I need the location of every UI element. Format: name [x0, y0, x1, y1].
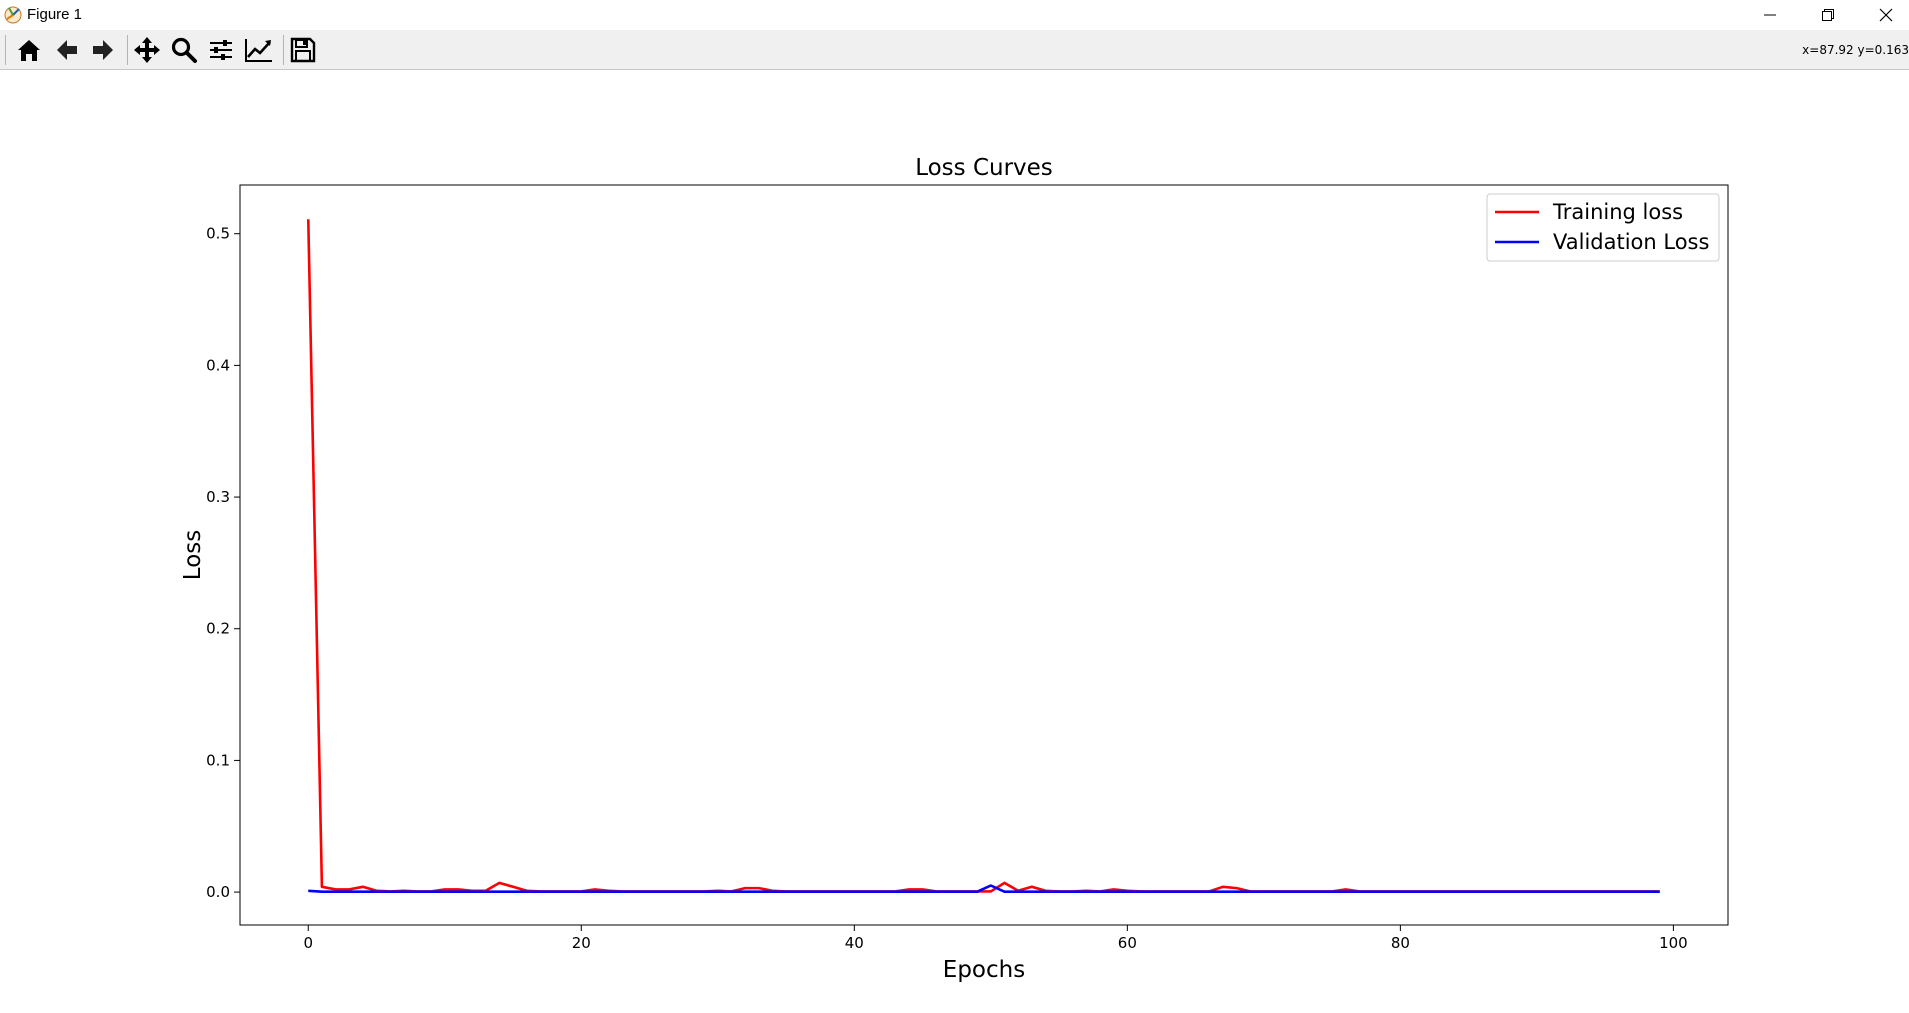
y-tick-label: 0.4: [206, 356, 230, 374]
x-tick-label: 20: [572, 934, 591, 952]
move-icon: [134, 37, 160, 63]
edit-axes-button[interactable]: [243, 34, 275, 66]
y-tick-label: 0.0: [206, 883, 230, 901]
figure-canvas[interactable]: Loss Curves 0 20 40 60 80 100 0.0 0.1 0.2 0.3 0.4 0.…: [0, 70, 1909, 1013]
floppy-disk-icon: [290, 37, 316, 63]
zoom-button[interactable]: [168, 34, 200, 66]
toolbar-separator: [283, 35, 284, 65]
x-tick-label: 40: [845, 934, 864, 952]
y-tick-label: 0.2: [206, 620, 230, 638]
home-icon: [18, 40, 40, 61]
toolbar-separator: [127, 35, 128, 65]
line-chart-icon: [245, 39, 272, 62]
axes-frame: [239, 184, 1729, 926]
training-loss-line: [306, 219, 1660, 893]
toolbar-separator: [5, 35, 6, 65]
window-titlebar: Figure 1: [0, 0, 1909, 30]
magnifier-icon: [171, 37, 197, 63]
close-button[interactable]: [1857, 0, 1909, 30]
save-button[interactable]: [287, 34, 319, 66]
sliders-icon: [210, 40, 232, 60]
x-tick-label: 80: [1391, 934, 1410, 952]
matplotlib-icon: [3, 5, 23, 25]
navigation-toolbar: x=87.92 y=0.163: [0, 30, 1909, 70]
minimize-button[interactable]: [1741, 0, 1799, 30]
cursor-coordinates: x=87.92 y=0.163: [1802, 43, 1909, 57]
pan-button[interactable]: [131, 34, 163, 66]
window-title: Figure 1: [27, 6, 83, 23]
legend-training-label: Training loss: [1552, 200, 1683, 224]
y-tick-label: 0.1: [206, 751, 230, 769]
legend-validation-label: Validation Loss: [1553, 230, 1709, 254]
y-tick-label: 0.5: [206, 225, 230, 243]
back-button[interactable]: [51, 34, 83, 66]
restore-button[interactable]: [1799, 0, 1857, 30]
restore-icon: [1822, 9, 1834, 21]
minimize-icon: [1764, 14, 1776, 16]
x-axis-label: Epochs: [943, 957, 1025, 983]
y-axis-label: Loss: [180, 530, 206, 580]
validation-loss-line: [308, 884, 1660, 893]
y-tick-label: 0.3: [206, 488, 230, 506]
x-tick-label: 0: [303, 934, 313, 952]
forward-button[interactable]: [87, 34, 119, 66]
home-button[interactable]: [13, 34, 45, 66]
legend-box: [1486, 193, 1720, 262]
arrow-left-icon: [57, 40, 77, 60]
x-tick-label: 60: [1118, 934, 1137, 952]
subplots-button[interactable]: [205, 34, 237, 66]
close-icon: [1879, 8, 1893, 22]
arrow-right-icon: [93, 40, 113, 60]
x-tick-label: 100: [1659, 934, 1688, 952]
chart-title: Loss Curves: [915, 155, 1053, 181]
